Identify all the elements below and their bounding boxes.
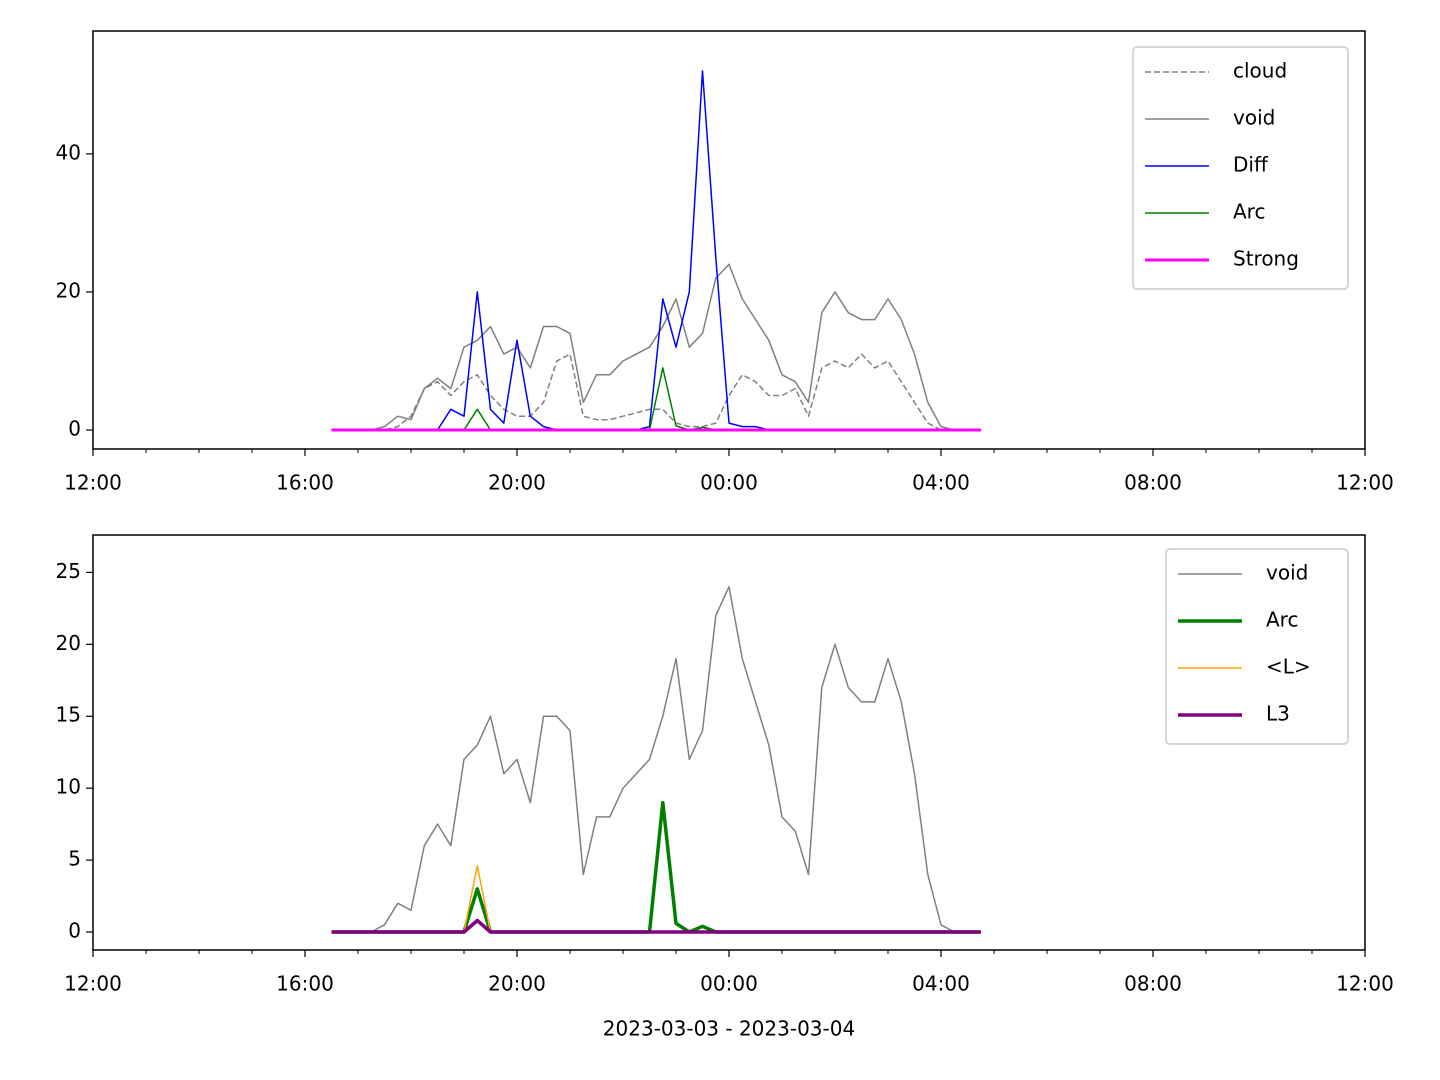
series-line <box>331 918 981 934</box>
x-tick-label: 04:00 <box>912 972 970 996</box>
legend-box <box>1132 46 1349 290</box>
series-line <box>331 263 981 431</box>
y-tick-label: 20 <box>56 278 81 302</box>
y-tick-label: 15 <box>56 703 81 727</box>
legend-box <box>1165 548 1349 745</box>
x-tick-label: 20:00 <box>488 471 546 495</box>
x-tick-label: 12:00 <box>64 471 122 495</box>
x-tick-label: 00:00 <box>700 972 758 996</box>
legend-label: cloud <box>1233 59 1287 83</box>
series-line <box>331 70 981 431</box>
legend-label: Strong <box>1233 247 1299 271</box>
legend-label: <L> <box>1266 655 1311 679</box>
y-tick-label: 25 <box>56 559 81 583</box>
legend-label: void <box>1266 561 1308 585</box>
x-axis-label: 2023-03-03 - 2023-03-04 <box>603 1017 855 1041</box>
legend-label: Arc <box>1266 608 1298 632</box>
legend-label: Arc <box>1233 200 1265 224</box>
series-line <box>331 367 981 431</box>
x-tick-label: 08:00 <box>1124 471 1182 495</box>
x-tick-label: 08:00 <box>1124 972 1182 996</box>
x-tick-label: 12:00 <box>1336 471 1394 495</box>
legend-label: void <box>1233 106 1275 130</box>
x-tick-label: 04:00 <box>912 471 970 495</box>
series-line <box>331 586 981 933</box>
x-tick-label: 12:00 <box>1336 972 1394 996</box>
x-tick-label: 20:00 <box>488 972 546 996</box>
series-line <box>331 800 981 934</box>
x-tick-label: 00:00 <box>700 471 758 495</box>
axes-frame <box>92 30 1366 450</box>
y-tick-label: 10 <box>56 775 81 799</box>
x-tick-label: 12:00 <box>64 972 122 996</box>
axes-frame <box>92 534 1366 951</box>
x-tick-label: 16:00 <box>276 471 334 495</box>
x-tick-label: 16:00 <box>276 972 334 996</box>
legend-label: L3 <box>1266 702 1290 726</box>
y-tick-label: 20 <box>56 631 81 655</box>
y-tick-label: 0 <box>68 417 81 441</box>
y-tick-label: 0 <box>68 919 81 943</box>
y-tick-label: 5 <box>68 847 81 871</box>
series-line <box>331 353 981 431</box>
legend-label: Diff <box>1233 153 1269 177</box>
y-tick-label: 40 <box>56 140 81 164</box>
